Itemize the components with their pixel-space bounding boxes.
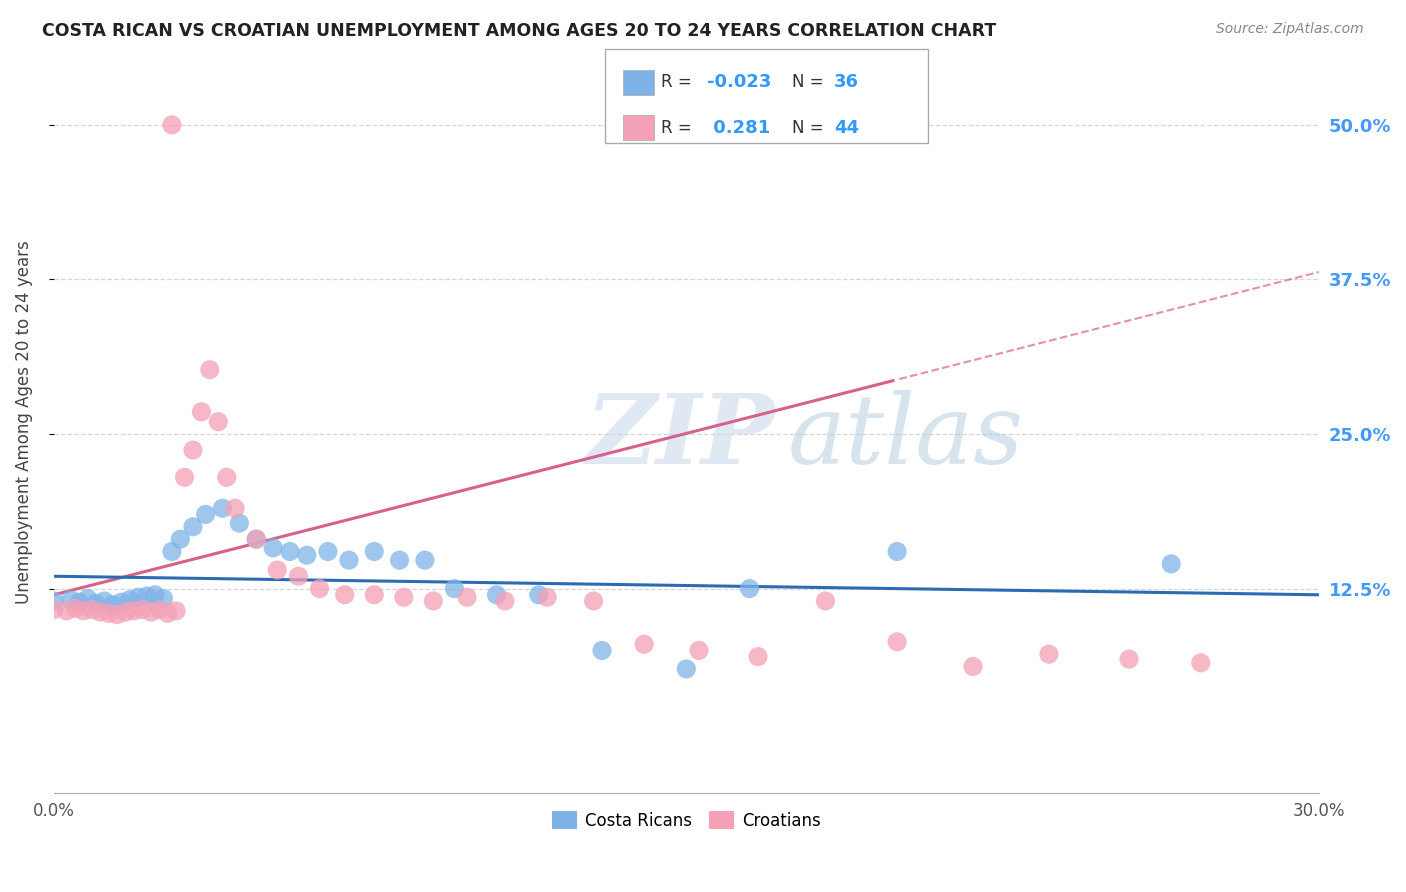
Point [105,607,128,622]
Point [228,516,250,530]
Point [72,604,94,618]
Point [101,598,124,612]
Point [333,588,356,602]
Point [76,591,98,606]
Point [122,604,145,618]
Legend: Costa Ricans, Croatians: Costa Ricans, Croatians [546,805,828,837]
Point [97,607,120,621]
Point [80,602,103,616]
Point [93,594,115,608]
Point [207,415,229,429]
Point [316,544,339,558]
Point [494,594,516,608]
Point [84,597,107,611]
Point [194,508,217,522]
Point [173,470,195,484]
Point [215,470,238,484]
Point [152,591,174,606]
Text: R =: R = [661,73,697,91]
Point [245,532,267,546]
Point [633,637,655,651]
Text: ZIP: ZIP [585,390,775,483]
Point [110,595,132,609]
Point [266,563,288,577]
Point [160,118,183,132]
Point [262,541,284,555]
Point [747,649,769,664]
Point [67,595,90,609]
Text: R =: R = [661,119,697,136]
Point [886,544,908,558]
Text: 36: 36 [834,73,859,91]
Point [139,605,162,619]
Point [181,443,204,458]
Point [443,582,465,596]
Point [675,662,697,676]
Point [42,594,65,608]
Point [1038,647,1060,661]
Point [337,553,360,567]
Point [169,532,191,546]
Point [388,553,411,567]
Point [131,602,153,616]
Text: N =: N = [792,119,828,136]
Point [55,604,77,618]
Point [118,592,141,607]
Point [181,520,204,534]
Point [211,501,233,516]
Point [485,588,508,602]
Point [278,544,301,558]
Point [591,643,613,657]
Point [738,582,761,596]
Text: atlas: atlas [787,390,1024,483]
Point [688,643,710,657]
Point [962,659,984,673]
Point [63,601,86,615]
Text: Source: ZipAtlas.com: Source: ZipAtlas.com [1216,22,1364,37]
Point [190,405,212,419]
Point [89,605,111,619]
Point [886,634,908,648]
Point [198,362,221,376]
Text: -0.023: -0.023 [707,73,772,91]
Point [814,594,837,608]
Point [165,604,187,618]
Point [245,532,267,546]
Point [143,588,166,602]
Point [363,588,385,602]
Point [1160,557,1182,571]
Text: 0.281: 0.281 [707,119,770,136]
Point [456,591,478,605]
Text: COSTA RICAN VS CROATIAN UNEMPLOYMENT AMONG AGES 20 TO 24 YEARS CORRELATION CHART: COSTA RICAN VS CROATIAN UNEMPLOYMENT AMO… [42,22,997,40]
Point [224,501,246,516]
Point [42,602,65,616]
Point [527,588,550,602]
Point [1118,652,1140,666]
Text: N =: N = [792,73,828,91]
Point [536,591,558,605]
Point [287,569,309,583]
Y-axis label: Unemployment Among Ages 20 to 24 years: Unemployment Among Ages 20 to 24 years [15,240,32,604]
Point [422,594,444,608]
Point [148,602,170,616]
Point [160,544,183,558]
Point [114,605,136,619]
Point [127,591,149,605]
Point [413,553,436,567]
Point [156,607,179,621]
Point [308,582,330,596]
Point [59,592,82,607]
Point [135,589,157,603]
Point [363,544,385,558]
Text: 44: 44 [834,119,859,136]
Point [295,548,318,562]
Point [582,594,605,608]
Point [392,591,415,605]
Point [1189,656,1212,670]
